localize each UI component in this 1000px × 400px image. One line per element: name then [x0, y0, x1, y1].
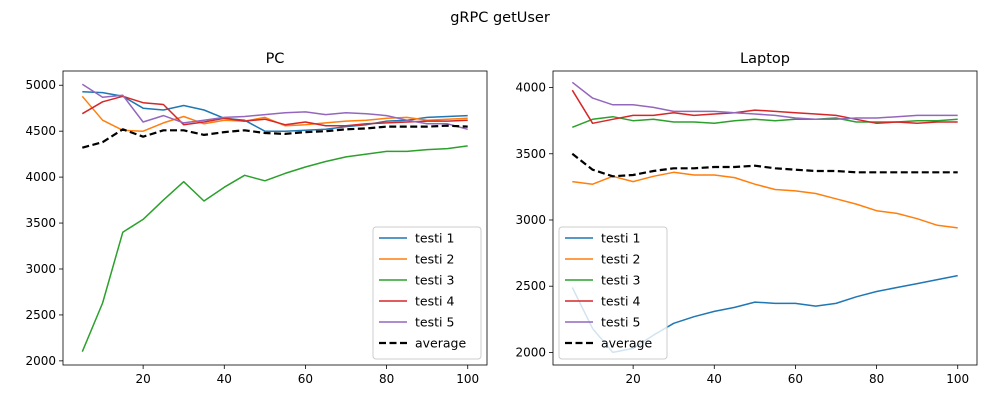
series-line-testi-3 [81, 145, 468, 352]
legend-label: average [601, 336, 652, 351]
series-line-average [571, 152, 958, 178]
y-tick-label: 3000 [515, 213, 546, 227]
legend-frame [558, 226, 668, 360]
legend-label: testi 1 [601, 231, 640, 246]
legend-label: testi 2 [415, 252, 454, 267]
y-tick-label: 4000 [515, 81, 546, 95]
x-tick-label: 20 [135, 372, 150, 386]
legend: testi 1 testi 2 testi 3 testi 4 testi 5 avera… [558, 226, 668, 360]
series-line-testi-1 [82, 90, 468, 132]
x-tick-label: 40 [217, 372, 232, 386]
x-tick-label: 20 [625, 372, 640, 386]
x-tick-label: 60 [298, 372, 313, 386]
legend-label: testi 5 [415, 315, 454, 330]
legend: testi 1 testi 2 testi 3 testi 4 testi 5 avera… [372, 226, 482, 360]
x-tick-label: 80 [379, 372, 394, 386]
axes-title: PC [266, 51, 285, 67]
chart-panel-pc: PC 20 40 60 80 100 2000 2500 3000 3500 4000 4500 500… [25, 51, 488, 386]
y-tick-label: 2000 [515, 345, 546, 359]
legend-label: testi 4 [601, 294, 640, 309]
legend-label: testi 1 [415, 231, 454, 246]
y-tick-label: 4000 [25, 170, 56, 184]
x-tick-label: 100 [456, 372, 479, 386]
y-tick-label: 2000 [25, 354, 56, 368]
series-line-testi-5 [571, 81, 958, 121]
x-tick-label: 40 [707, 372, 722, 386]
legend-label: testi 5 [601, 315, 640, 330]
axes-frame [552, 70, 978, 366]
legend-label: testi 2 [601, 252, 640, 267]
legend-frame [372, 226, 482, 360]
series-line-average [82, 124, 468, 149]
y-tick-label: 3500 [515, 147, 546, 161]
legend-label: testi 3 [601, 273, 640, 288]
y-tick-label: 4500 [25, 124, 56, 138]
y-tick-label: 3000 [25, 262, 56, 276]
legend-label: average [415, 336, 466, 351]
axes-title: Laptop [740, 51, 790, 67]
figure-title: gRPC getUser [450, 10, 550, 26]
y-tick-label: 5000 [25, 78, 56, 92]
y-tick-label: 3500 [25, 216, 56, 230]
x-tick-label: 80 [869, 372, 884, 386]
axes-frame [62, 70, 488, 366]
y-tick-label: 2500 [25, 308, 56, 322]
x-tick-label: 60 [788, 372, 803, 386]
y-tick-label: 2500 [515, 279, 546, 293]
series-line-testi-2 [572, 171, 958, 229]
chart-panel-laptop: Laptop 20 40 60 80 100 2000 2500 3000 3500 4000 tes… [515, 51, 978, 386]
series-line-testi-4 [81, 95, 468, 127]
legend-label: testi 3 [415, 273, 454, 288]
x-tick-label: 100 [946, 372, 969, 386]
legend-label: testi 4 [415, 294, 454, 309]
series-line-testi-4 [571, 89, 958, 125]
series-line-testi-5 [81, 83, 468, 131]
